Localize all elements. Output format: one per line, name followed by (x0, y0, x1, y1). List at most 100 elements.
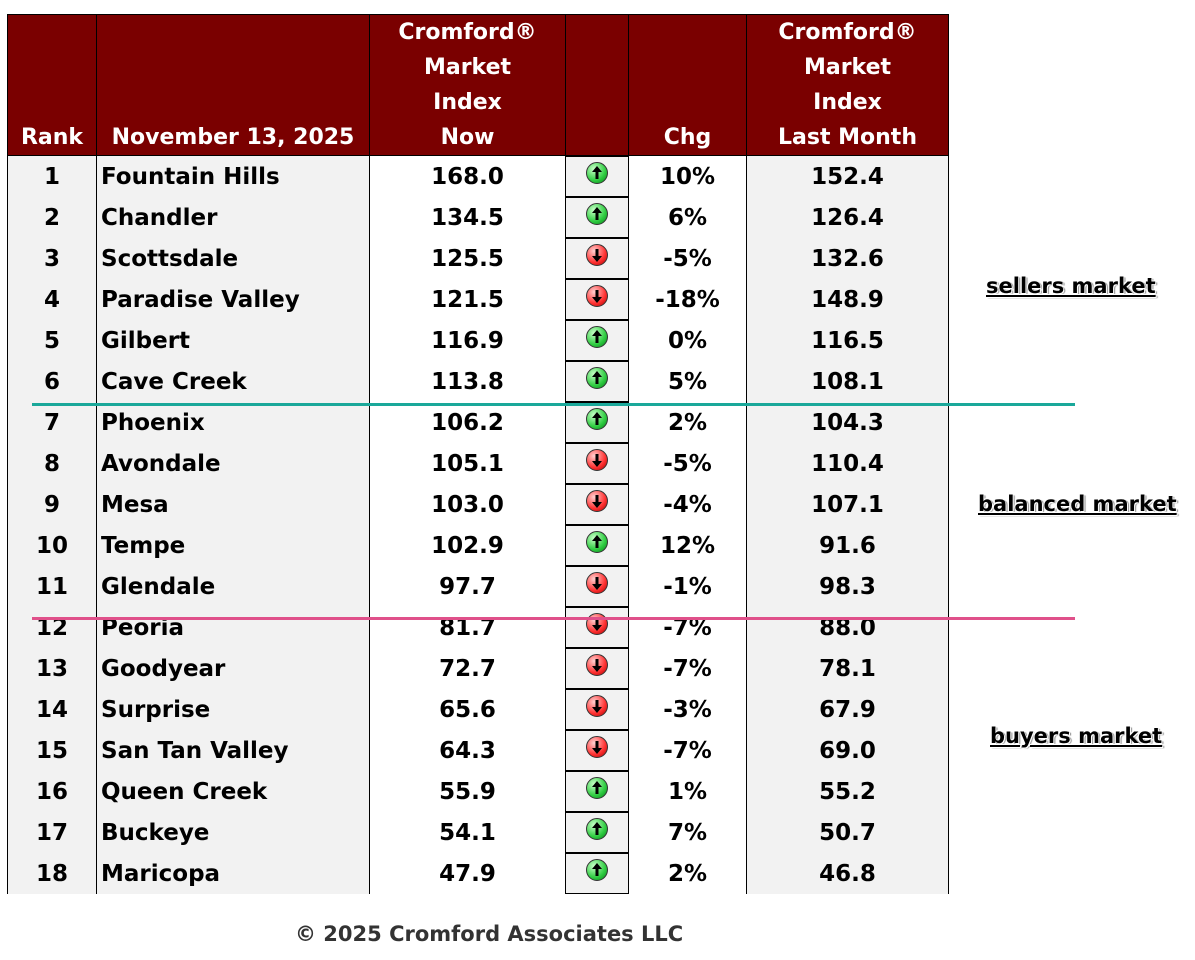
index-now-cell: 116.9 (369, 320, 566, 361)
trend-cell (565, 689, 629, 730)
table-row: 10 Tempe 102.9 12% 91.6 (7, 525, 949, 566)
change-cell: -7% (628, 607, 747, 648)
change-cell: -1% (628, 566, 747, 607)
city-name-cell: Phoenix (96, 402, 370, 443)
trend-cell (565, 812, 629, 853)
rank-cell: 6 (7, 361, 97, 402)
header-index-now: Cromford® Market Index Now (369, 14, 566, 156)
buyers-divider-line (32, 617, 1075, 620)
change-cell: -7% (628, 730, 747, 771)
change-cell: 10% (628, 155, 747, 197)
city-name-cell: Queen Creek (96, 771, 370, 812)
header-now-line: Market (423, 55, 512, 80)
index-now-cell: 102.9 (369, 525, 566, 566)
trend-cell (565, 771, 629, 812)
table-row: 15 San Tan Valley 64.3 -7% 69.0 (7, 730, 949, 771)
rank-cell: 4 (7, 279, 97, 320)
rank-cell: 2 (7, 197, 97, 238)
header-arrow (565, 14, 629, 156)
index-now-cell: 72.7 (369, 648, 566, 689)
index-now-cell: 65.6 (369, 689, 566, 730)
index-now-cell: 81.7 (369, 607, 566, 648)
trend-cell (565, 484, 629, 525)
sellers-market-label: sellers market (986, 274, 1156, 298)
change-cell: 2% (628, 853, 747, 894)
table-row: 9 Mesa 103.0 -4% 107.1 (7, 484, 949, 525)
change-cell: -5% (628, 238, 747, 279)
change-cell: 0% (628, 320, 747, 361)
trend-cell (565, 443, 629, 484)
index-now-cell: 106.2 (369, 402, 566, 443)
city-name-cell: Chandler (96, 197, 370, 238)
rank-cell: 1 (7, 155, 97, 197)
header-now-line: Cromford® (398, 20, 537, 45)
trend-cell (565, 197, 629, 238)
table-row: 4 Paradise Valley 121.5 -18% 148.9 (7, 279, 949, 320)
trend-cell (565, 402, 629, 443)
trend-cell (565, 566, 629, 607)
change-cell: -5% (628, 443, 747, 484)
trend-cell (565, 607, 629, 648)
header-last-line: Cromford® (778, 20, 917, 45)
trend-cell (565, 238, 629, 279)
change-cell: 12% (628, 525, 747, 566)
arrow-down-icon (586, 695, 608, 717)
change-cell: -3% (628, 689, 747, 730)
rank-cell: 9 (7, 484, 97, 525)
change-cell: 2% (628, 402, 747, 443)
arrow-down-icon (586, 572, 608, 594)
table-row: 2 Chandler 134.5 6% 126.4 (7, 197, 949, 238)
table-row: 17 Buckeye 54.1 7% 50.7 (7, 812, 949, 853)
index-last-month-cell: 88.0 (746, 607, 949, 648)
table-row: 12 Peoria 81.7 -7% 88.0 (7, 607, 949, 648)
arrow-down-icon (586, 244, 608, 266)
rank-cell: 7 (7, 402, 97, 443)
trend-cell (565, 361, 629, 402)
rank-cell: 10 (7, 525, 97, 566)
table-row: 1 Fountain Hills 168.0 10% 152.4 (7, 155, 949, 197)
index-last-month-cell: 50.7 (746, 812, 949, 853)
header-row: Rank November 13, 2025 Cromford® Market … (7, 14, 949, 156)
arrow-up-icon (586, 777, 608, 799)
city-name-cell: San Tan Valley (96, 730, 370, 771)
header-now-line: Now (440, 125, 495, 150)
arrow-up-icon (586, 859, 608, 881)
header-now-line: Index (433, 90, 502, 115)
rank-cell: 8 (7, 443, 97, 484)
table-row: 11 Glendale 97.7 -1% 98.3 (7, 566, 949, 607)
index-now-cell: 64.3 (369, 730, 566, 771)
rank-cell: 13 (7, 648, 97, 689)
header-last-line: Market (803, 55, 892, 80)
market-index-table: Rank November 13, 2025 Cromford® Market … (7, 14, 949, 894)
rank-cell: 15 (7, 730, 97, 771)
arrow-down-icon (586, 490, 608, 512)
index-now-cell: 97.7 (369, 566, 566, 607)
copyright: © 2025 Cromford Associates LLC (295, 922, 684, 946)
index-last-month-cell: 107.1 (746, 484, 949, 525)
table-row: 5 Gilbert 116.9 0% 116.5 (7, 320, 949, 361)
index-now-cell: 47.9 (369, 853, 566, 894)
rank-cell: 5 (7, 320, 97, 361)
index-last-month-cell: 152.4 (746, 155, 949, 197)
trend-cell (565, 648, 629, 689)
index-last-month-cell: 132.6 (746, 238, 949, 279)
index-last-month-cell: 67.9 (746, 689, 949, 730)
sellers-divider-line (32, 403, 1075, 406)
arrow-up-icon (586, 367, 608, 389)
index-now-cell: 168.0 (369, 155, 566, 197)
buyers-market-label: buyers market (990, 724, 1163, 748)
index-last-month-cell: 110.4 (746, 443, 949, 484)
table-row: 16 Queen Creek 55.9 1% 55.2 (7, 771, 949, 812)
arrow-down-icon (586, 449, 608, 471)
header-index-last: Cromford® Market Index Last Month (746, 14, 949, 156)
change-cell: 5% (628, 361, 747, 402)
trend-cell (565, 279, 629, 320)
change-cell: 1% (628, 771, 747, 812)
arrow-up-icon (586, 818, 608, 840)
index-now-cell: 125.5 (369, 238, 566, 279)
index-now-cell: 103.0 (369, 484, 566, 525)
index-now-cell: 113.8 (369, 361, 566, 402)
index-last-month-cell: 98.3 (746, 566, 949, 607)
rank-cell: 12 (7, 607, 97, 648)
city-name-cell: Gilbert (96, 320, 370, 361)
